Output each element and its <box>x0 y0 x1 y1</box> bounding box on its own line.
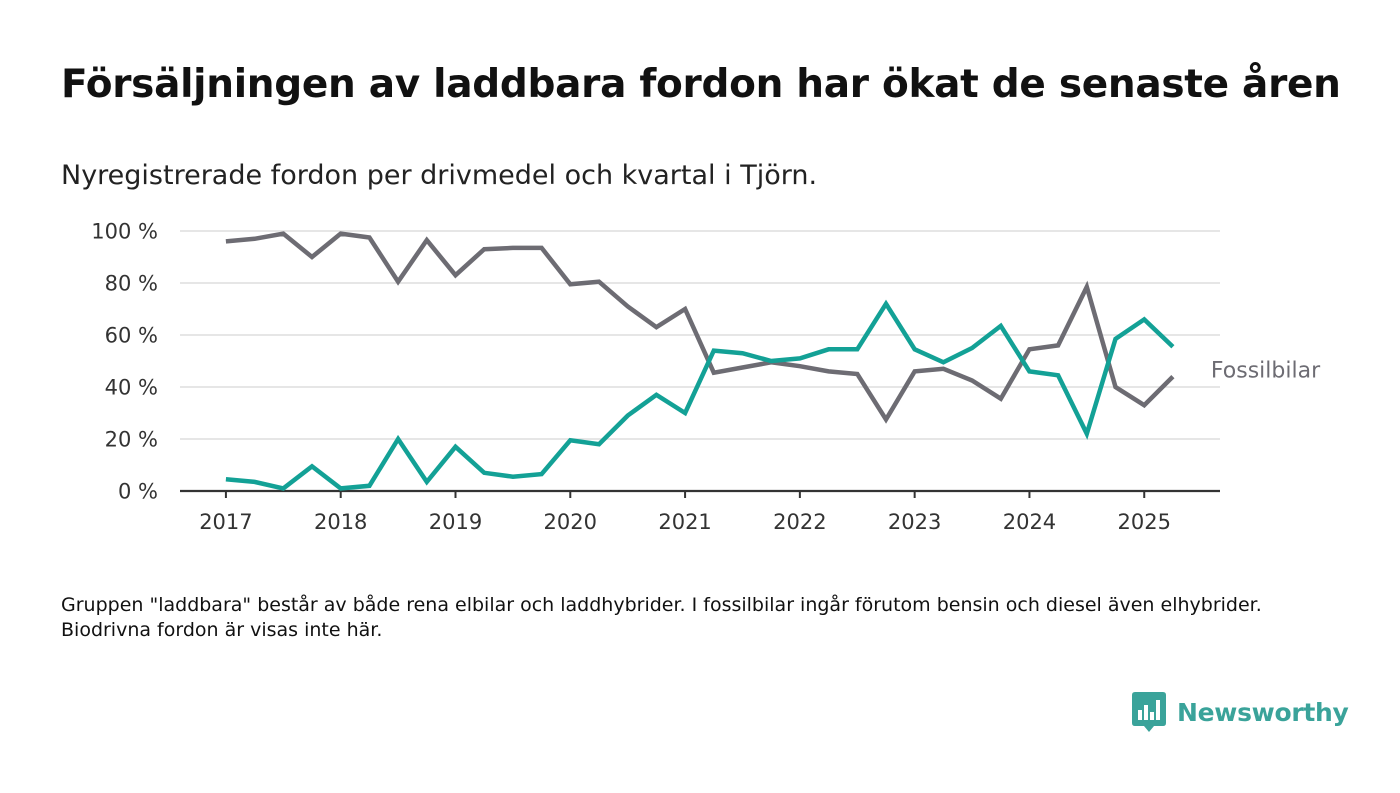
series-labels: Fossilbilar <box>1211 359 1321 384</box>
x-tick-label-2021: 2021 <box>658 510 711 530</box>
newsworthy-logo: Newsworthy <box>1132 692 1349 732</box>
series-lines <box>225 231 1175 491</box>
chart-title: Försäljningen av laddbara fordon har öka… <box>61 62 1341 107</box>
x-axis: 2017 2018 2019 2020 2021 2022 2023 2024 2025 <box>180 489 1220 530</box>
footnote: Gruppen "laddbara" består av både rena e… <box>61 594 1262 641</box>
x-tick-label-2020: 2020 <box>544 510 597 530</box>
x-tick-label-2022: 2022 <box>773 510 826 530</box>
series-line-fossilbilar <box>225 231 1175 424</box>
y-tick-label-100: 100 % <box>91 220 158 244</box>
y-axis-tick-labels: 0 % 20 % 40 % 60 % 80 % 100 % <box>91 220 158 504</box>
gridlines <box>180 230 1220 440</box>
x-tick-label-2023: 2023 <box>888 510 941 530</box>
x-tick-label-2017: 2017 <box>199 510 252 530</box>
line-chart: 0 % 20 % 40 % 60 % 80 % 100 % 2017 2018 2019 202… <box>91 220 1321 531</box>
bar-chart-speech-bubble-icon <box>1132 692 1166 732</box>
logo-text: Newsworthy <box>1177 697 1349 727</box>
x-tick-label-2024: 2024 <box>1003 510 1056 530</box>
y-tick-label-80: 80 % <box>105 272 158 296</box>
y-tick-label-20: 20 % <box>105 428 158 452</box>
x-tick-label-2018: 2018 <box>314 510 367 530</box>
x-tick-label-2019: 2019 <box>429 510 482 530</box>
series-label-fossilbilar: Fossilbilar <box>1211 359 1321 384</box>
series-line-series-2 <box>225 299 1175 491</box>
y-tick-label-0: 0 % <box>118 480 158 504</box>
y-tick-label-60: 60 % <box>105 324 158 348</box>
y-tick-label-40: 40 % <box>105 376 158 400</box>
chart-subtitle: Nyregistrerade fordon per drivmedel och … <box>61 160 818 191</box>
x-tick-label-2025: 2025 <box>1118 510 1171 530</box>
